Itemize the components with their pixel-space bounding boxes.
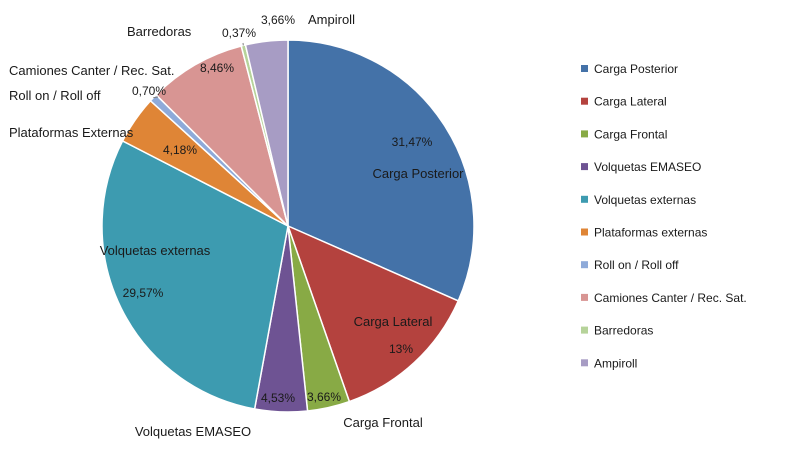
category-label-ampiroll: Ampiroll bbox=[308, 12, 355, 27]
category-label-carga-lateral: Carga Lateral bbox=[354, 314, 433, 329]
legend-item-plataformas-externas: Plataformas externas bbox=[581, 226, 707, 240]
legend-item-carga-lateral: Carga Lateral bbox=[581, 95, 667, 109]
legend-swatch-volquetas-externas bbox=[581, 195, 588, 203]
pct-label-carga-posterior: 31,47% bbox=[392, 135, 433, 149]
pct-label-camiones-canter-rec-sat: 8,46% bbox=[200, 61, 234, 75]
pct-label-plataformas-externas: 4,18% bbox=[163, 143, 197, 157]
category-label-roll-on-roll-off: Roll on / Roll off bbox=[9, 88, 101, 103]
legend-item-roll-on-roll-off: Roll on / Roll off bbox=[581, 258, 679, 272]
category-label-volquetas-externas: Volquetas externas bbox=[100, 243, 211, 258]
legend-label-plataformas-externas: Plataformas externas bbox=[594, 226, 707, 240]
legend-swatch-roll-on-roll-off bbox=[581, 261, 588, 269]
slice-camiones-canter-rec-sat bbox=[155, 45, 290, 229]
legend-item-volquetas-emaseo: Volquetas EMASEO bbox=[581, 160, 701, 174]
legend-swatch-ampiroll bbox=[581, 359, 588, 367]
legend-label-barredoras: Barredoras bbox=[594, 324, 653, 338]
category-label-plataformas-externas: Plataformas Externas bbox=[9, 125, 134, 140]
legend-label-roll-on-roll-off: Roll on / Roll off bbox=[594, 258, 679, 272]
legend-item-ampiroll: Ampiroll bbox=[581, 356, 637, 370]
legend-swatch-camiones-canter-rec-sat bbox=[581, 293, 588, 301]
legend-label-carga-posterior: Carga Posterior bbox=[594, 62, 678, 76]
slice-ampiroll bbox=[244, 39, 289, 227]
legend-swatch-plataformas-externas bbox=[581, 228, 588, 236]
pct-label-volquetas-emaseo: 4,53% bbox=[261, 391, 295, 405]
legend-label-ampiroll: Ampiroll bbox=[594, 356, 637, 370]
slice-volquetas-externas bbox=[101, 139, 289, 410]
pct-label-ampiroll: 3,66% bbox=[261, 13, 295, 27]
legend-label-volquetas-externas: Volquetas externas bbox=[594, 193, 696, 207]
legend-label-carga-frontal: Carga Frontal bbox=[594, 127, 667, 141]
pct-label-volquetas-externas: 29,57% bbox=[123, 286, 164, 300]
legend-label-camiones-canter-rec-sat: Camiones Canter / Rec. Sat. bbox=[594, 291, 747, 305]
category-label-camiones-canter-rec-sat: Camiones Canter / Rec. Sat. bbox=[9, 63, 174, 78]
legend-swatch-volquetas-emaseo bbox=[581, 163, 588, 171]
legend-label-volquetas-emaseo: Volquetas EMASEO bbox=[594, 160, 701, 174]
legend-item-carga-posterior: Carga Posterior bbox=[581, 62, 678, 76]
legend-item-barredoras: Barredoras bbox=[581, 324, 653, 338]
category-label-volquetas-emaseo: Volquetas EMASEO bbox=[135, 424, 251, 439]
legend-swatch-carga-lateral bbox=[581, 97, 588, 105]
category-label-carga-posterior: Carga Posterior bbox=[372, 166, 464, 181]
slice-carga-lateral bbox=[286, 224, 460, 403]
legend-item-camiones-canter-rec-sat: Camiones Canter / Rec. Sat. bbox=[581, 291, 747, 305]
legend-item-carga-frontal: Carga Frontal bbox=[581, 127, 667, 141]
slice-carga-posterior bbox=[287, 39, 475, 302]
legend-swatch-barredoras bbox=[581, 326, 588, 334]
legend-label-carga-lateral: Carga Lateral bbox=[594, 95, 667, 109]
pct-label-barredoras: 0,37% bbox=[222, 26, 256, 40]
legend-item-volquetas-externas: Volquetas externas bbox=[581, 193, 696, 207]
pct-label-carga-frontal: 3,66% bbox=[307, 390, 341, 404]
category-label-barredoras: Barredoras bbox=[127, 24, 192, 39]
leader-line-roll-on-roll-off bbox=[153, 96, 159, 99]
legend-swatch-carga-posterior bbox=[581, 65, 588, 72]
pct-label-roll-on-roll-off: 0,70% bbox=[132, 84, 166, 98]
category-label-carga-frontal: Carga Frontal bbox=[343, 415, 423, 430]
pct-label-carga-lateral: 13% bbox=[389, 342, 413, 356]
legend-swatch-carga-frontal bbox=[581, 130, 588, 138]
